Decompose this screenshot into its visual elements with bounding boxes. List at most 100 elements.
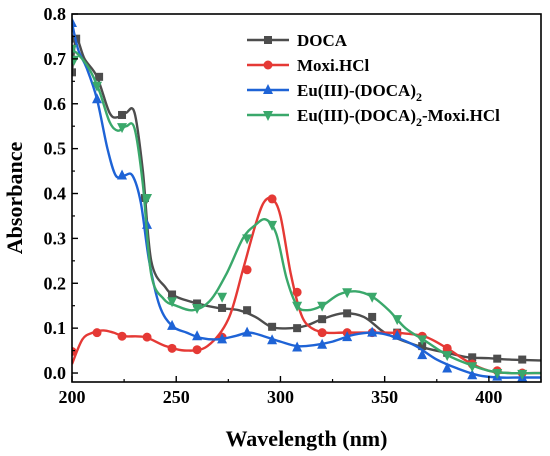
legend-label-main: Moxi.HCl [297,56,370,75]
data-point [292,301,303,312]
data-point [72,68,76,77]
y-tick-label: 0.3 [44,228,67,248]
data-point [218,303,227,312]
data-point [367,292,378,303]
legend-item: Eu(III)-(DOCA)2-Moxi.HCl [247,106,500,129]
y-tick-label: 0.4 [44,184,67,204]
y-axis-title: Absorbance [2,142,27,255]
data-point [518,355,527,364]
series-layer [72,16,541,382]
data-point [167,319,178,330]
data-point [467,369,478,380]
data-point [267,194,277,204]
data-point [318,315,327,324]
data-point [292,287,302,297]
legend-label: DOCA [297,31,348,50]
series-line [72,22,541,379]
data-point [142,194,153,204]
data-point [167,297,178,308]
data-point [442,362,453,373]
legend-label-main: Eu(III)-(DOCA) [297,106,416,125]
y-tick-label: 0.5 [44,139,67,159]
y-tick-label: 0.1 [44,318,67,338]
data-point [268,322,277,331]
data-point [193,299,202,308]
data-point [517,369,528,380]
data-point [117,123,128,134]
data-point [493,354,502,363]
y-tick-label: 0.7 [44,49,67,69]
data-point [72,16,77,27]
data-point [342,331,353,342]
data-point [117,169,128,180]
legend-label-tail: -Moxi.HCl [422,106,500,125]
series-3 [72,45,541,380]
data-point [343,309,352,318]
data-point [367,326,378,337]
data-point [242,234,253,245]
data-point [292,341,303,352]
data-point [192,303,203,314]
plot-frame [71,13,542,383]
y-tick-label: 0.0 [44,363,67,383]
data-point [242,265,252,275]
series-0 [72,34,541,364]
data-point [317,328,327,338]
data-point [317,301,328,312]
data-point [392,315,403,326]
data-point [72,346,77,356]
data-point [92,328,102,338]
data-point [117,331,127,341]
y-tick-label: 0.2 [44,273,67,293]
data-point [442,351,453,362]
data-point [242,326,253,337]
x-tick-label: 300 [267,387,294,407]
legend-marker [263,84,273,94]
data-point [492,369,503,380]
legend-label-main: DOCA [297,31,348,50]
legend-label: Moxi.HCl [297,56,370,75]
x-tick-label: 350 [371,387,398,407]
data-point [293,324,302,333]
legend-label: Eu(III)-(DOCA)2 [297,81,422,104]
legend-item: Moxi.HCl [247,56,370,75]
data-point [467,362,478,373]
legend-marker [263,60,273,70]
legend-item: Eu(III)-(DOCA)2 [247,81,422,104]
legend-label-subscript: 2 [416,90,422,104]
legend-item: DOCA [247,31,348,50]
data-point [267,334,278,345]
data-point [95,72,104,81]
data-point [168,290,177,299]
legend-label: Eu(III)-(DOCA)2-Moxi.HCl [297,106,500,129]
data-point [442,343,452,353]
data-point [417,335,428,346]
data-point [167,343,177,353]
data-point [217,333,228,344]
data-point [392,329,403,340]
data-point [192,345,202,355]
y-tick-label: 0.6 [44,94,67,114]
data-point [417,349,428,360]
axes-layer: 200 250 300 350 400 0.0 0.1 0.2 0.3 0.4 0.5 0.6 0.7 0… [44,4,542,407]
y-tick-label: 0.8 [44,4,67,24]
legend-label-main: Eu(III)-(DOCA) [297,81,416,100]
x-axis-title: Wavelength (nm) [226,426,388,451]
data-point [317,338,328,349]
x-tick-label: 200 [59,387,86,407]
data-point [118,110,127,119]
data-point [243,306,252,315]
x-tick-label: 250 [163,387,190,407]
legend-label-subscript: 2 [416,115,422,129]
data-point [418,342,427,351]
data-point [92,81,103,92]
data-point [142,332,152,342]
data-point [72,45,77,56]
data-point [92,93,103,104]
data-point [72,55,80,66]
data-point [368,312,377,321]
data-point [468,353,477,362]
legend-marker [264,36,272,44]
legend: DOCAMoxi.HClEu(III)-(DOCA)2Eu(III)-(DOCA… [247,31,500,129]
